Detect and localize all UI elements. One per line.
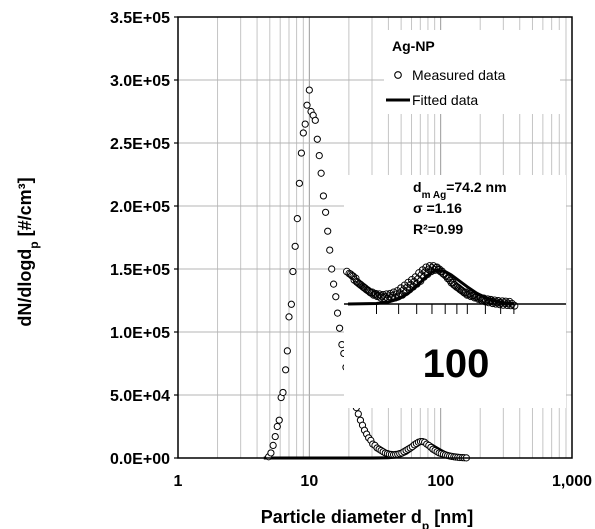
measured-data-point	[332, 293, 340, 301]
inset-measured-point	[494, 297, 503, 305]
inset-measured-point	[391, 293, 400, 302]
inset-measured-point	[364, 287, 373, 295]
measured-data-point	[279, 388, 287, 397]
y-axis-title: dN/dlogdp [#/cm³]	[15, 177, 41, 326]
measured-data-point	[282, 366, 290, 374]
inset-measured-point	[388, 291, 397, 300]
measured-data-point	[328, 265, 336, 273]
y-tick-label: 1.0E+05	[110, 325, 170, 342]
measured-data-point	[313, 135, 321, 143]
y-tick-label: 2.5E+05	[110, 136, 170, 153]
inset-measured-point	[460, 289, 469, 297]
x-tick-label: 1,000	[552, 473, 592, 490]
measured-data-point	[269, 441, 277, 449]
measured-data-point	[275, 416, 283, 424]
measured-data-point	[333, 309, 342, 317]
y-tick-label: 5.0E+04	[110, 388, 170, 405]
y-tick-label: 3.5E+05	[110, 10, 170, 27]
inset-measured-point	[370, 290, 379, 299]
inset-measured-point	[510, 301, 519, 310]
x-axis-title: Particle diameter dp [nm]	[261, 507, 473, 529]
measured-data-point	[317, 169, 325, 177]
legend-marker-measured	[394, 71, 402, 79]
measured-data-point	[293, 215, 301, 223]
inset-measured-point	[465, 289, 474, 298]
measured-data-point	[299, 129, 307, 137]
inset-measured-point	[468, 291, 476, 300]
legend: Ag-NP Measured data Fitted data	[384, 30, 560, 114]
tick-labels: 0.0E+00 5.0E+04 1.0E+05 1.5E+05 2.0E+05 2.5E+…	[110, 10, 592, 490]
measured-data-point	[287, 300, 295, 308]
inset-label: 100	[423, 342, 490, 386]
inset-measured-point	[351, 274, 360, 283]
inset-measured-point	[422, 263, 431, 272]
inset-measured-point	[506, 301, 515, 310]
stat-mode-diameter: dm Ag=74.2 nm	[413, 179, 507, 201]
legend-title: Ag-NP	[392, 38, 435, 54]
inset-measured-point	[367, 289, 376, 297]
inset-measured-point	[392, 290, 401, 299]
measured-data-point	[267, 449, 275, 457]
inset-measured-point	[389, 288, 398, 297]
y-tick-label: 0.0E+00	[110, 451, 170, 468]
y-tick-label: 1.5E+05	[110, 262, 170, 279]
legend-entry-measured: Measured data	[412, 67, 506, 83]
inset-panel: 100 dm Ag=74.2 nmσ =1.16 R²=0.99	[342, 175, 566, 408]
measured-data-point	[285, 313, 293, 321]
inset-measured-point	[347, 271, 356, 280]
measured-data-point	[273, 422, 281, 431]
measured-data-point	[319, 192, 328, 200]
measured-data-point	[295, 179, 303, 187]
legend-background	[384, 30, 560, 114]
inset-measured-point	[469, 291, 478, 299]
stat-r-squared: R²=0.99	[413, 221, 463, 237]
measured-data-point	[283, 347, 291, 355]
legend-entry-fitted: Fitted data	[412, 92, 478, 108]
inset-measured-point	[482, 296, 491, 305]
x-tick-label: 100	[427, 473, 454, 490]
measured-data-point	[315, 152, 323, 160]
measured-data-point	[321, 208, 330, 216]
inset-measured-point	[461, 288, 470, 297]
inset-measured-point	[342, 267, 351, 276]
measured-data-point	[303, 101, 311, 109]
inset-measured-point	[379, 290, 387, 299]
inset-measured-point	[472, 293, 480, 301]
measured-data-point	[289, 267, 297, 276]
y-tick-label: 3.0E+05	[110, 73, 170, 90]
measured-data-point	[329, 280, 338, 288]
inset-measured-point	[496, 299, 505, 307]
inset-measured-point	[505, 297, 514, 306]
inset-measured-point	[394, 292, 403, 301]
inset-measured-point	[349, 272, 357, 281]
y-tick-label: 2.0E+05	[110, 199, 170, 216]
inset-measured-point	[345, 269, 354, 278]
measured-data-point	[291, 242, 299, 250]
measured-data-point	[324, 227, 332, 235]
measured-data-point	[305, 86, 313, 94]
x-tick-label: 1	[174, 473, 183, 490]
inset-measured-point	[473, 292, 481, 301]
plot-frame	[177, 16, 573, 459]
measured-data-point	[354, 410, 362, 418]
measured-data-point	[335, 324, 344, 332]
inset-measured-point	[430, 266, 439, 274]
measured-data-point	[301, 120, 309, 128]
measured-data-point	[326, 246, 334, 254]
inset-measured-point	[346, 270, 355, 279]
inset-measured-point	[479, 294, 488, 303]
measured-data-point	[297, 149, 305, 157]
inset-measured-point	[508, 299, 516, 308]
stat-sigma: σ =1.16	[413, 200, 462, 216]
inset-measured-point	[368, 288, 377, 297]
inset-measured-point	[386, 289, 395, 298]
measured-data-point	[311, 116, 319, 124]
inset-measured-point	[429, 262, 438, 270]
x-tick-label: 10	[300, 473, 318, 490]
inset-measured-point	[475, 294, 484, 303]
inset-measured-point	[458, 287, 467, 295]
measured-data-point	[271, 432, 279, 441]
